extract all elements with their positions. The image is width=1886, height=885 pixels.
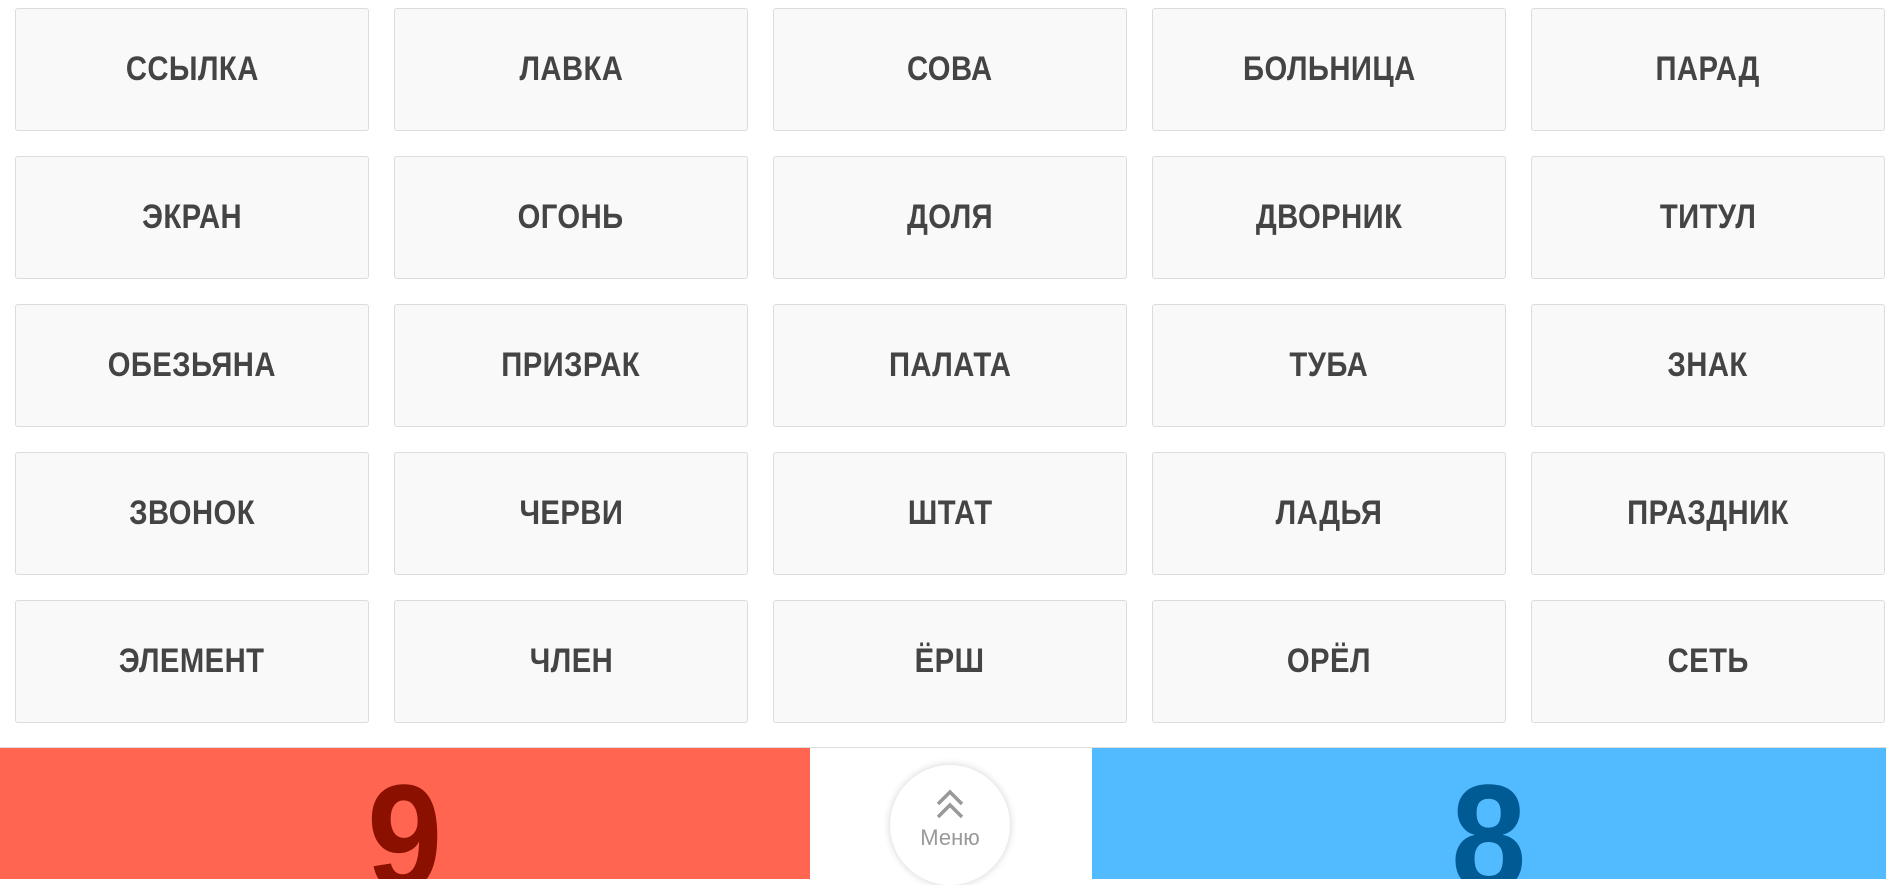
double-chevron-up-icon	[936, 789, 964, 819]
word-card-label: ЛАВКА	[519, 50, 623, 88]
word-card[interactable]: ПАРАД	[1531, 8, 1885, 131]
word-card[interactable]: ЧЛЕН	[394, 600, 748, 723]
word-card[interactable]: ТИТУЛ	[1531, 156, 1885, 279]
menu-label: Меню	[920, 825, 980, 850]
word-card[interactable]: ОГОНЬ	[394, 156, 748, 279]
word-card[interactable]: ШТАТ	[773, 452, 1127, 575]
word-card[interactable]: ЛАДЬЯ	[1152, 452, 1506, 575]
blue-team-score-panel: 8	[1092, 748, 1886, 879]
word-card[interactable]: ЭКРАН	[15, 156, 369, 279]
word-card-label: ПРАЗДНИК	[1627, 494, 1789, 532]
word-card[interactable]: СЕТЬ	[1531, 600, 1885, 723]
word-grid: ССЫЛКА ЛАВКА СОВА БОЛЬНИЦА ПАРАД ЭКРАН ОГОНЬ ДО…	[15, 8, 1885, 723]
word-card-label: ПРИЗРАК	[501, 346, 641, 384]
word-card[interactable]: ПРИЗРАК	[394, 304, 748, 427]
word-card-label: ЗНАК	[1667, 346, 1749, 384]
menu-button[interactable]: Меню	[890, 765, 1010, 885]
word-card[interactable]: ЭЛЕМЕНТ	[15, 600, 369, 723]
word-card-label: ДВОРНИК	[1255, 198, 1403, 236]
word-card-label: ЭКРАН	[142, 198, 242, 236]
word-card-label: БОЛЬНИЦА	[1242, 50, 1416, 88]
score-bar: 9 Меню 8	[0, 747, 1886, 885]
word-card[interactable]: ЧЕРВИ	[394, 452, 748, 575]
word-card-label: СОВА	[907, 50, 993, 88]
word-card[interactable]: ЁРШ	[773, 600, 1127, 723]
word-card[interactable]: ОБЕЗЬЯНА	[15, 304, 369, 427]
word-card[interactable]: ДОЛЯ	[773, 156, 1127, 279]
word-card-label: ЧЕРВИ	[519, 494, 623, 532]
word-card[interactable]: ОРЁЛ	[1152, 600, 1506, 723]
word-card-label: ПАЛАТА	[888, 346, 1012, 384]
word-card-label: ОРЁЛ	[1286, 642, 1372, 680]
word-card-label: ЛАДЬЯ	[1275, 494, 1383, 532]
word-card[interactable]: ЗВОНОК	[15, 452, 369, 575]
word-card-label: ТИТУЛ	[1659, 198, 1757, 236]
word-card-label: ЗВОНОК	[129, 494, 255, 532]
word-card[interactable]: ЗНАК	[1531, 304, 1885, 427]
word-card-label: ШТАТ	[907, 494, 993, 532]
word-card-label: ЁРШ	[915, 642, 985, 680]
word-card[interactable]: ССЫЛКА	[15, 8, 369, 131]
word-card-label: ДОЛЯ	[906, 198, 994, 236]
word-card-label: ССЫЛКА	[125, 50, 259, 88]
word-card-label: ПАРАД	[1655, 50, 1761, 88]
word-card[interactable]: ДВОРНИК	[1152, 156, 1506, 279]
word-card-label: СЕТЬ	[1667, 642, 1749, 680]
word-card[interactable]: БОЛЬНИЦА	[1152, 8, 1506, 131]
word-card-label: ЧЛЕН	[529, 642, 613, 680]
word-card[interactable]: ПРАЗДНИК	[1531, 452, 1885, 575]
blue-team-score: 8	[1451, 753, 1527, 879]
word-card[interactable]: ПАЛАТА	[773, 304, 1127, 427]
word-card[interactable]: СОВА	[773, 8, 1127, 131]
word-card-label: ТУБА	[1289, 346, 1369, 384]
word-card-label: ЭЛЕМЕНТ	[119, 642, 265, 680]
red-team-score: 9	[367, 753, 443, 879]
word-card-label: ОГОНЬ	[518, 198, 624, 236]
red-team-score-panel: 9	[0, 748, 810, 879]
word-card[interactable]: ЛАВКА	[394, 8, 748, 131]
word-card-label: ОБЕЗЬЯНА	[107, 346, 277, 384]
word-card[interactable]: ТУБА	[1152, 304, 1506, 427]
